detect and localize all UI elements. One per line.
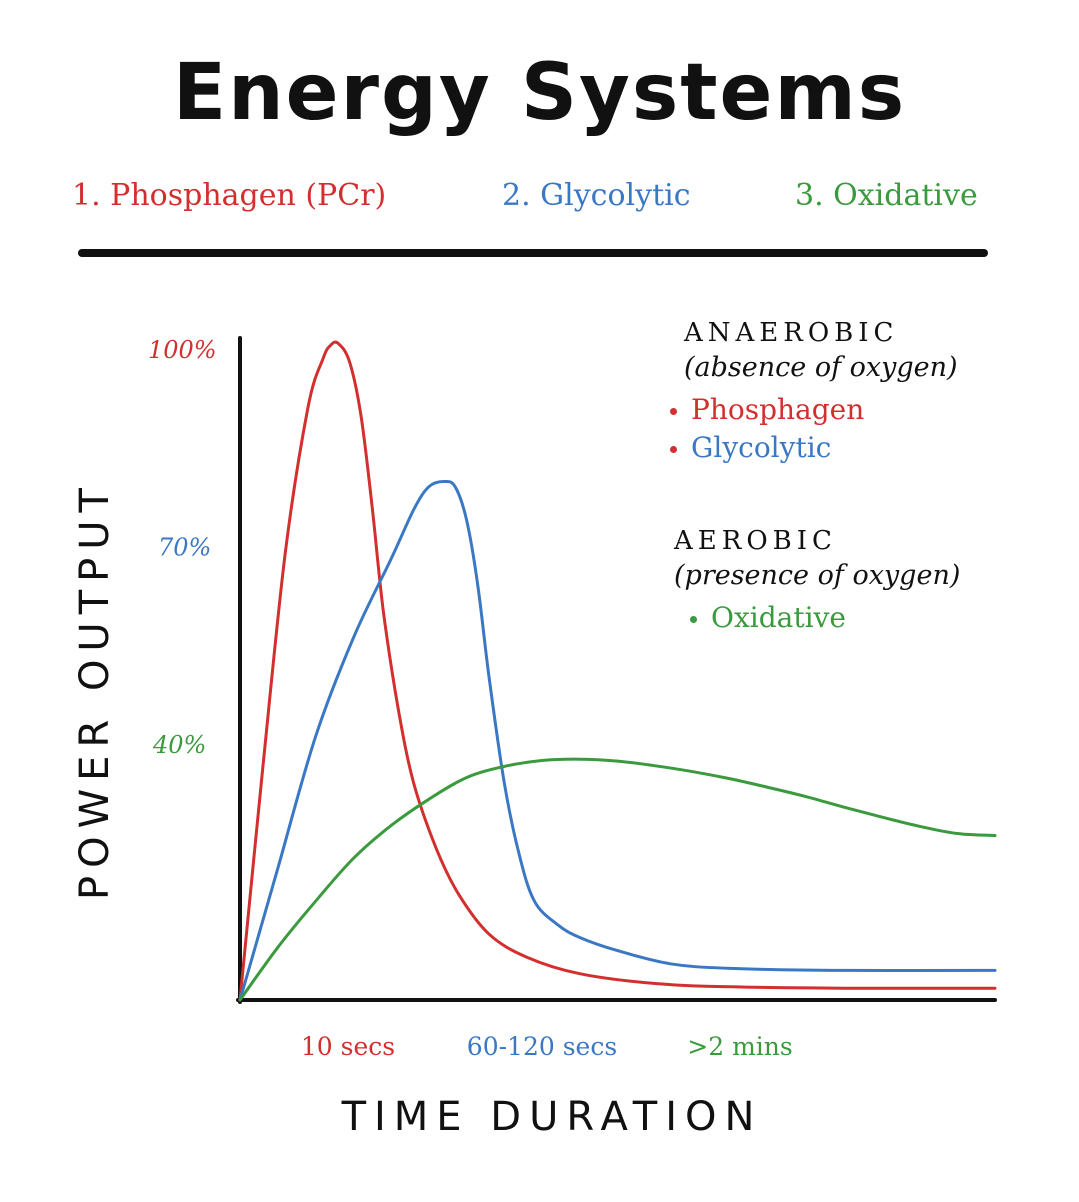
chart-title: Energy Systems [172,48,907,138]
y-tick-label-40: 40% [152,731,206,759]
y-tick-label-100: 100% [148,336,217,364]
legend-anaerobic: ANAEROBIC (absence of oxygen) Phosphagen… [670,318,958,467]
title-divider [78,249,988,257]
legend-dot-oxidative [690,616,697,623]
series-layer [238,340,997,1002]
y-axis-title: POWER OUTPUT [72,480,118,900]
legend-label-glycolytic: Glycolytic [691,431,832,464]
x-tick-label-1: 10 secs [301,1032,395,1061]
legend-item-phosphagen: Phosphagen [670,391,958,429]
system-glycolytic: 2. Glycolytic [502,178,691,213]
legend-item-oxidative: Oxidative [690,599,960,637]
x-axis-title: TIME DURATION [341,1094,763,1140]
legend-label-phosphagen: Phosphagen [691,393,865,426]
legend-item-glycolytic: Glycolytic [670,429,958,467]
legend-anaerobic-heading: ANAEROBIC [684,318,899,348]
legend-dot-glycolytic [670,446,677,453]
legend-aerobic-heading: AEROBIC [674,526,837,556]
legend-anaerobic-sub: (absence of oxygen) [684,352,958,383]
ticks-layer: 100% 70% 40% 10 secs 60-120 secs >2 mins [148,336,793,1061]
y-tick-label-70: 70% [158,533,211,561]
axes [236,336,997,1004]
series-glycolytic-line [238,479,997,1002]
system-phosphagen: 1. Phosphagen (PCr) [72,178,387,213]
legend-dot-phosphagen [670,408,677,415]
legend-aerobic: AEROBIC (presence of oxygen) Oxidative [674,526,960,637]
legend-aerobic-sub: (presence of oxygen) [674,560,961,591]
series-phosphagen-line [238,340,997,1002]
legend-label-oxidative: Oxidative [711,601,846,634]
systems-row: 1. Phosphagen (PCr) 2. Glycolytic 3. Oxi… [0,178,1079,218]
series-oxidative-line [238,757,997,1002]
system-oxidative: 3. Oxidative [795,178,978,213]
x-tick-label-3: >2 mins [687,1032,792,1061]
x-tick-label-2: 60-120 secs [467,1032,617,1061]
